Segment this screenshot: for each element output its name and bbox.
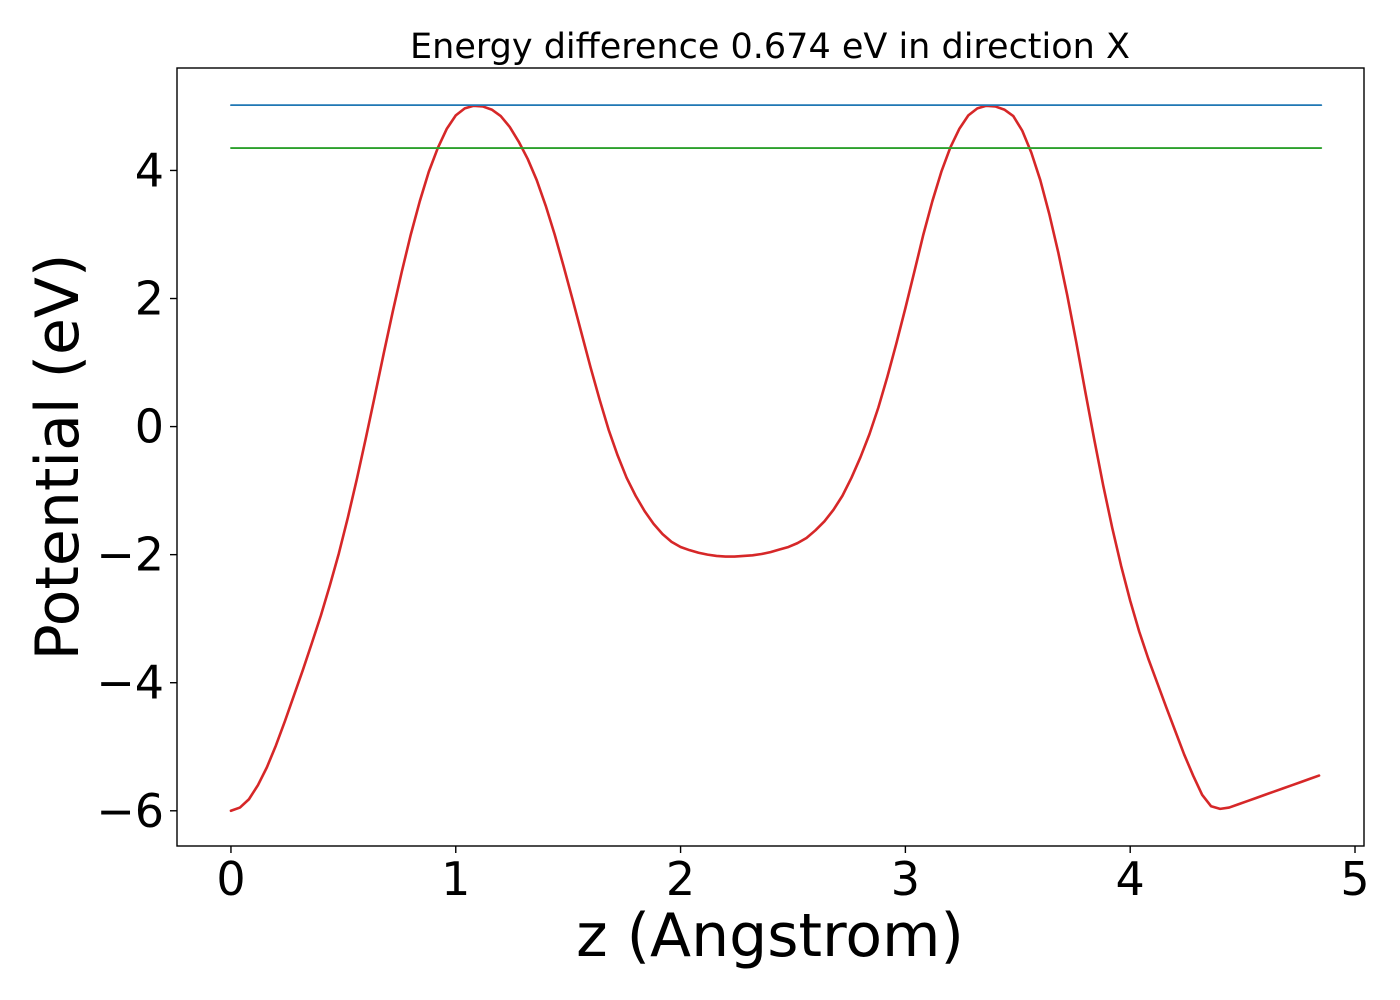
x-axis: 0 1 2 3 4 5 xyxy=(216,846,1370,906)
series-layer xyxy=(229,104,1323,813)
plot-frame xyxy=(176,67,1365,847)
x-tick-label: 1 xyxy=(441,852,470,906)
x-tick-label: 0 xyxy=(216,852,245,906)
y-tick-label: −6 xyxy=(96,784,164,838)
x-tick-label: 2 xyxy=(666,852,695,906)
x-axis-label: z (Angstrom) xyxy=(576,901,964,971)
y-tick-label: 4 xyxy=(135,143,164,197)
y-tick-label: −2 xyxy=(96,528,164,582)
plot-area xyxy=(176,67,1365,847)
chart-title: Energy difference 0.674 eV in direction … xyxy=(410,27,1130,67)
series-line-0 xyxy=(229,104,1321,813)
x-tick-label: 4 xyxy=(1116,852,1145,906)
x-tick-label: 5 xyxy=(1340,852,1369,906)
y-tick-label: −4 xyxy=(96,656,164,710)
y-tick-label: 0 xyxy=(135,400,164,454)
y-axis: −6 −4 −2 0 2 4 xyxy=(96,143,177,838)
x-tick-label: 3 xyxy=(891,852,920,906)
y-axis-label: Potential (eV) xyxy=(23,254,93,661)
y-tick-label: 2 xyxy=(135,272,164,326)
